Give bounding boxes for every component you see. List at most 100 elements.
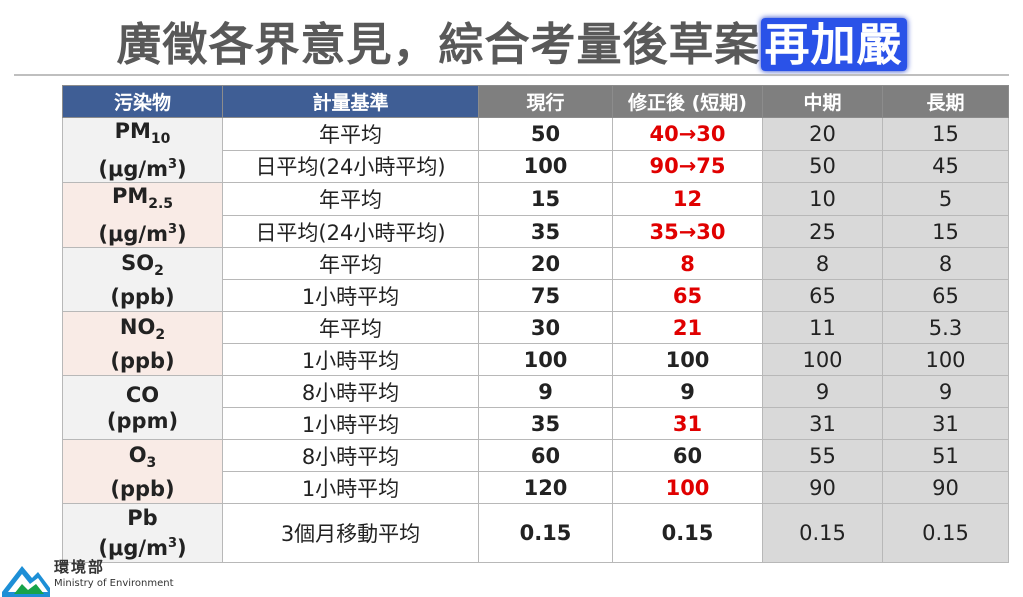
long-term-value-cell: 0.15	[882, 503, 1009, 564]
pollutant-unit-close: )	[177, 536, 187, 561]
long-term-value-cell: 100	[882, 343, 1009, 377]
long-term-value-cell: 15	[882, 117, 1009, 151]
pollutant-unit-close: )	[177, 157, 187, 182]
basis-cell: 年平均	[222, 311, 479, 345]
pollutant-name: O	[128, 442, 147, 467]
basis-cell: 年平均	[222, 117, 479, 151]
basis-cell: 1小時平均	[222, 343, 479, 377]
current-value-cell: 35	[478, 407, 613, 441]
title-divider	[14, 74, 1009, 76]
current-value-cell: 75	[478, 279, 613, 313]
mid-term-value-cell: 31	[762, 407, 883, 441]
revised-value-cell: 31	[612, 407, 763, 441]
current-value-cell: 9	[478, 375, 613, 409]
long-term-value-cell: 5.3	[882, 311, 1009, 345]
pollutant-subscript: 10	[150, 131, 171, 148]
pollutant-unit: (μg/m	[98, 157, 168, 182]
ministry-logo-icon	[2, 566, 50, 597]
table-row: 1小時平均 35 31 31 31	[63, 407, 1009, 441]
basis-cell: 1小時平均	[222, 279, 479, 313]
table-row: 日平均(24小時平均) 35 35→30 25 15	[63, 214, 1009, 249]
current-value-cell: 100	[478, 343, 613, 377]
current-value-cell: 60	[478, 439, 613, 473]
pollutant-subscript: 2	[154, 262, 164, 279]
pollutant-name: NO	[119, 314, 156, 339]
pollutant-name: PM	[111, 184, 149, 209]
basis-cell: 8小時平均	[222, 439, 479, 473]
long-term-value-cell: 9	[882, 375, 1009, 409]
long-term-value-cell: 5	[882, 182, 1009, 216]
pollutant-subscript: 3	[146, 454, 157, 471]
long-term-value-cell: 90	[882, 471, 1009, 505]
title-main: 廣徵各界意見，綜合考量後草案	[116, 18, 761, 71]
pollutant-name: PM	[114, 119, 151, 143]
long-term-value-cell: 65	[882, 279, 1009, 313]
current-value-cell: 50	[478, 117, 613, 151]
header-current: 現行	[478, 85, 613, 118]
table-body: PM10 (μg/m3) 年平均 50 40→30 20 15 日平均(24小時平均) 100 9…	[62, 116, 1009, 564]
pollutant-unit: (μg/m	[98, 222, 168, 247]
long-term-value-cell: 51	[882, 439, 1009, 473]
revised-value-cell: 0.15	[612, 503, 763, 564]
mid-term-value-cell: 11	[762, 311, 883, 345]
header-basis: 計量基準	[222, 85, 479, 118]
current-value-cell: 35	[478, 214, 613, 249]
pollutant-name: SO	[121, 250, 155, 275]
revised-value-cell: 8	[612, 247, 763, 281]
long-term-value-cell: 15	[882, 214, 1009, 249]
basis-cell: 1小時平均	[222, 407, 479, 441]
pollutant-unit-superscript: 3	[167, 222, 178, 238]
ministry-name-en: Ministry of Environment	[54, 578, 174, 589]
long-term-value-cell: 45	[882, 149, 1009, 184]
table-row: NO2 (ppb) 年平均 30 21 11 5.3	[62, 311, 1009, 377]
pollutant-cell: Pb (μg/m3)	[62, 503, 223, 564]
table-header-row: 污染物 計量基準 現行 修正後 (短期) 中期 長期	[62, 85, 1009, 118]
table-row: PM2.5 (μg/m3) 年平均 15 12 10 5	[62, 182, 1009, 249]
page-title: 廣徵各界意見，綜合考量後草案再加嚴	[0, 8, 1023, 73]
long-term-value-cell: 8	[882, 247, 1009, 281]
ministry-name-zh: 環境部	[54, 558, 106, 576]
basis-cell: 1小時平均	[222, 471, 479, 505]
basis-cell: 8小時平均	[222, 375, 479, 409]
pollutant-unit: (ppb)	[110, 284, 175, 309]
revised-value-cell: 9	[612, 375, 763, 409]
header-mid-term: 中期	[762, 85, 883, 118]
basis-cell: 日平均(24小時平均)	[222, 214, 479, 249]
revised-value-cell: 21	[612, 311, 763, 345]
pollutant-name: CO	[125, 382, 160, 407]
mid-term-value-cell: 55	[762, 439, 883, 473]
table-row: PM10 (μg/m3) 年平均 50 40→30 20 15	[62, 116, 1009, 184]
table-row: 1小時平均 100 100 100 100	[63, 343, 1009, 377]
current-value-cell: 0.15	[478, 503, 613, 564]
revised-value-cell: 90→75	[612, 149, 763, 184]
current-value-cell: 15	[478, 182, 613, 216]
air-quality-standards-table: 污染物 計量基準 現行 修正後 (短期) 中期 長期 PM10 (μg/m3) 年平…	[62, 85, 1009, 564]
current-value-cell: 120	[478, 471, 613, 505]
mid-term-value-cell: 50	[762, 149, 883, 184]
mid-term-value-cell: 65	[762, 279, 883, 313]
current-value-cell: 30	[478, 311, 613, 345]
pollutant-unit: (ppb)	[110, 476, 175, 501]
table-row: Pb (μg/m3) 3個月移動平均 0.15 0.15 0.15 0.15	[62, 503, 1009, 564]
basis-cell: 3個月移動平均	[222, 503, 479, 564]
title-highlight: 再加嚴	[760, 18, 907, 71]
table-row: SO2 (ppb) 年平均 20 8 8 8	[62, 247, 1009, 313]
mid-term-value-cell: 0.15	[762, 503, 883, 564]
table-row: O3 (ppb) 8小時平均 60 60 55 51	[62, 439, 1009, 505]
pollutant-unit: (μg/m	[98, 536, 168, 561]
table-row: CO (ppm) 8小時平均 9 9 9 9	[62, 375, 1009, 441]
header-long-term: 長期	[882, 85, 1009, 118]
pollutant-unit-superscript: 3	[167, 536, 178, 552]
pollutant-cell: PM10 (μg/m3)	[62, 116, 223, 184]
current-value-cell: 20	[478, 247, 613, 281]
mid-term-value-cell: 10	[762, 182, 883, 216]
long-term-value-cell: 31	[882, 407, 1009, 441]
pollutant-subscript: 2	[155, 326, 166, 343]
mid-term-value-cell: 100	[762, 343, 883, 377]
header-pollutant: 污染物	[62, 85, 223, 118]
pollutant-unit-superscript: 3	[167, 157, 178, 173]
revised-value-cell: 60	[612, 439, 763, 473]
mid-term-value-cell: 9	[762, 375, 883, 409]
pollutant-cell: SO2 (ppb)	[62, 247, 223, 313]
pollutant-name: Pb	[127, 506, 158, 531]
